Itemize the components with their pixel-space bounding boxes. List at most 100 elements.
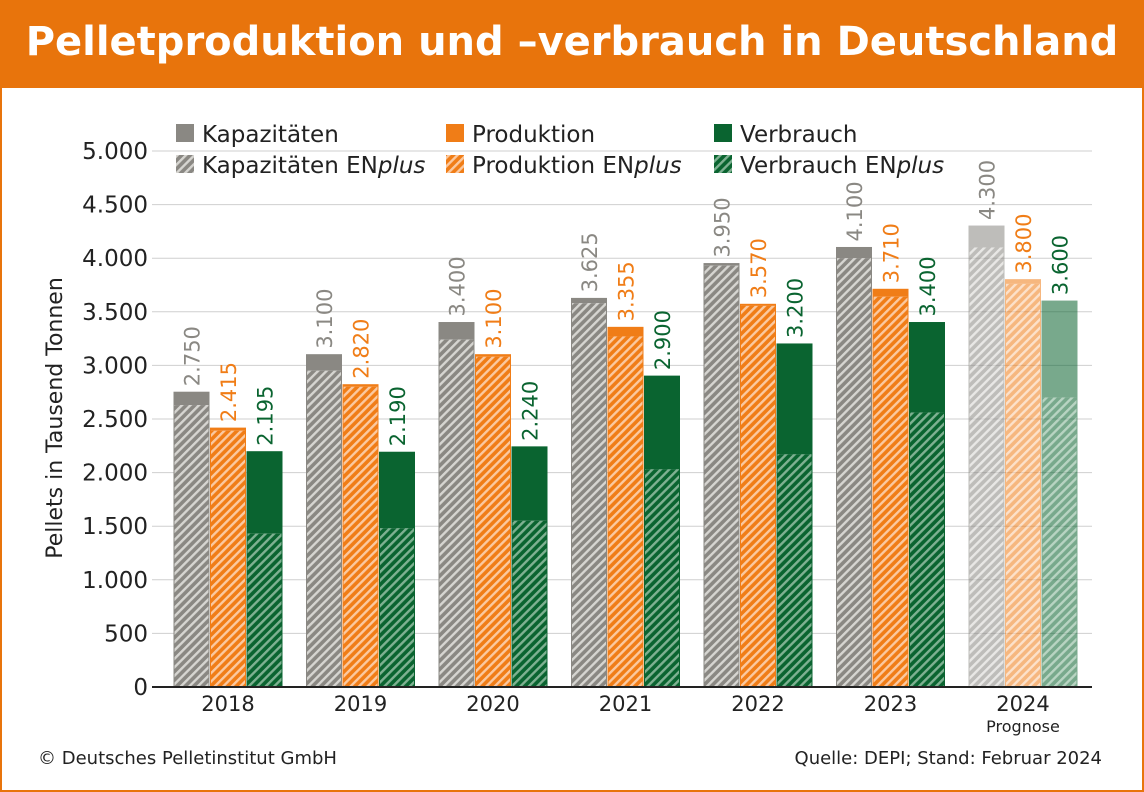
bar-group	[872, 288, 909, 688]
bar-total	[836, 247, 872, 259]
data-label: 3.100	[482, 289, 506, 349]
y-tick-label: 4.000	[82, 246, 148, 272]
bar-enplus	[873, 296, 908, 687]
bar-total	[644, 376, 680, 470]
bar-enplus	[210, 430, 246, 687]
bar-total	[571, 298, 607, 304]
x-tick-label: 2023	[864, 692, 917, 716]
bar-total	[306, 354, 342, 371]
bar-enplus	[836, 258, 872, 687]
bar-enplus	[475, 356, 511, 687]
legend-swatch	[446, 124, 464, 142]
data-label: 3.625	[578, 232, 602, 292]
bar-group	[571, 297, 607, 688]
source-note: Quelle: DEPI; Stand: Februar 2024	[794, 748, 1102, 769]
x-tick-label: 2020	[466, 692, 519, 716]
bar-total	[210, 428, 246, 431]
legend-label: Verbrauch ENplus	[740, 153, 944, 179]
data-label: 2.750	[181, 326, 205, 386]
bar-total	[1042, 301, 1077, 398]
bar-group	[607, 326, 644, 688]
legend-swatch	[714, 155, 732, 173]
bar-total	[608, 327, 643, 337]
y-tick-label: 0	[133, 675, 148, 701]
bar-total	[475, 354, 511, 357]
bar-total	[379, 452, 415, 529]
bar-enplus	[247, 533, 282, 687]
title-bar: Pelletproduktion und –verbrauch in Deuts…	[0, 0, 1144, 88]
bar-enplus	[777, 454, 812, 687]
bar-enplus	[571, 303, 607, 687]
bar-enplus	[1042, 397, 1077, 687]
bar-group	[379, 451, 415, 688]
bar-group	[644, 375, 680, 688]
legend-label: Produktion ENplus	[472, 153, 682, 179]
bar-enplus	[1005, 283, 1041, 687]
legend-label: Produktion	[472, 122, 595, 148]
bar-total	[909, 322, 945, 413]
data-label: 3.950	[711, 197, 735, 257]
y-tick-label: 1.000	[82, 568, 148, 594]
data-label: 2.240	[519, 381, 543, 441]
legend-swatch	[176, 155, 194, 173]
data-label: 3.200	[784, 278, 808, 338]
bar-enplus	[306, 370, 342, 687]
data-label: 2.820	[350, 319, 374, 379]
bar-total	[969, 226, 1004, 248]
bar-total	[439, 322, 474, 340]
bar-group	[210, 427, 246, 688]
bar-enplus	[909, 412, 945, 687]
data-label: 4.100	[843, 181, 867, 241]
x-tick-label: 2019	[334, 692, 387, 716]
y-tick-label: 2.000	[82, 461, 148, 487]
bar-group	[173, 391, 210, 688]
y-axis-label: Pellets in Tausend Tonnen	[43, 277, 68, 559]
data-label: 3.400	[916, 256, 940, 316]
bar-total	[512, 446, 547, 521]
bar-group	[475, 354, 511, 688]
bar-group	[740, 303, 776, 688]
legend: Kapazitäten Produktion Verbrauch Kapazitäte…	[176, 122, 944, 179]
legend-label: Verbrauch	[740, 122, 858, 148]
bar-group	[342, 384, 379, 688]
bar-total	[873, 289, 908, 297]
bar-enplus	[379, 528, 415, 687]
bar-group	[836, 246, 872, 688]
chart-title: Pelletproduktion und –verbrauch in Deuts…	[25, 19, 1119, 65]
data-label: 2.190	[386, 386, 410, 446]
data-label: 3.100	[313, 289, 337, 349]
bar-total	[174, 392, 209, 406]
y-tick-label: 5.000	[82, 139, 148, 165]
bar-enplus	[343, 386, 378, 687]
bar-group	[776, 343, 813, 688]
y-tick-label: 1.500	[82, 514, 148, 540]
bar-total	[777, 343, 812, 455]
legend-swatch	[176, 124, 194, 142]
data-labels: 2.750 2.415 2.195 3.100 2.820 2.190 3.400 3.100…	[181, 160, 1073, 446]
bar-group	[246, 451, 283, 688]
bar-enplus	[174, 405, 209, 687]
x-tick-label: 2018	[201, 692, 254, 716]
forecast-note: Prognose	[986, 717, 1060, 736]
bars	[173, 225, 1078, 688]
bar-total	[343, 384, 378, 387]
data-label: 4.300	[976, 160, 1000, 220]
data-label: 3.600	[1049, 235, 1073, 295]
bar-group	[968, 225, 1005, 688]
bar-total	[247, 451, 282, 534]
bar-group	[511, 446, 548, 688]
data-label: 2.900	[651, 310, 675, 370]
data-label: 3.570	[747, 238, 771, 298]
bar-group	[703, 263, 740, 688]
bar-group	[1041, 300, 1078, 688]
bar-total	[704, 263, 739, 266]
bar-enplus	[512, 520, 547, 687]
y-tick-label: 2.500	[82, 407, 148, 433]
data-label: 3.355	[615, 261, 639, 321]
legend-label-suffix: plus	[633, 153, 682, 179]
y-tick-label: 3.000	[82, 353, 148, 379]
x-tick-label: 2022	[731, 692, 784, 716]
y-tick-label: 3.500	[82, 300, 148, 326]
